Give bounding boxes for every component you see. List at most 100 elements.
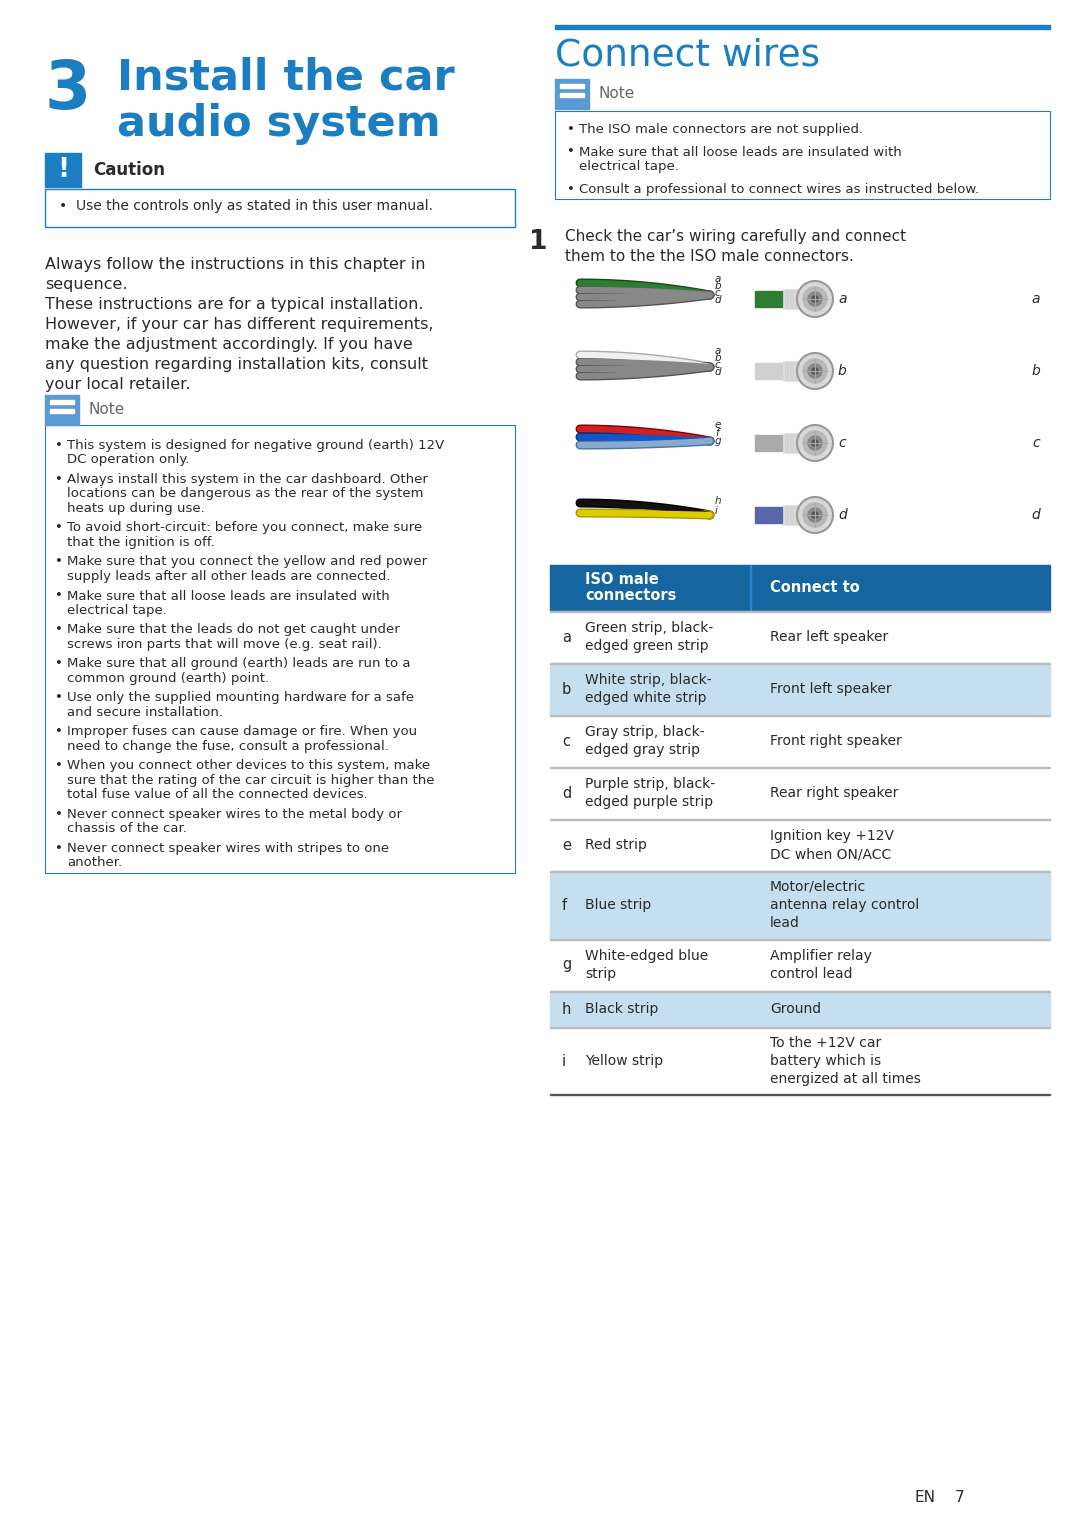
Bar	[550, 870, 1050, 939]
Text: EN: EN	[915, 1490, 936, 1506]
Text: •: •	[55, 623, 63, 637]
Text: •: •	[55, 759, 63, 773]
Text: •: •	[55, 522, 63, 534]
Text: locations can be dangerous as the rear of the system: locations can be dangerous as the rear o…	[67, 487, 423, 501]
Bar	[555, 111, 1050, 199]
Bar	[789, 362, 793, 380]
Text: •: •	[567, 145, 575, 159]
Text: White-edged blue
strip: White-edged blue strip	[585, 948, 708, 982]
Bar	[785, 505, 788, 524]
Text: common ground (earth) point.: common ground (earth) point.	[67, 672, 269, 686]
Text: Connect to: Connect to	[770, 580, 860, 596]
Text: f: f	[562, 898, 567, 913]
Text: Install the car: Install the car	[117, 56, 455, 99]
Text: Amplifier relay
control lead: Amplifier relay control lead	[770, 948, 872, 982]
Text: heats up during use.: heats up during use.	[67, 502, 205, 515]
Bar	[755, 507, 783, 524]
Text: Never connect speaker wires with stripes to one: Never connect speaker wires with stripes…	[67, 841, 389, 855]
Text: Note: Note	[89, 403, 125, 417]
Text: g: g	[715, 437, 721, 446]
Bar	[550, 991, 1050, 1028]
Text: i: i	[562, 1054, 566, 1069]
Bar	[795, 290, 798, 308]
Text: Gray strip, black-
edged gray strip: Gray strip, black- edged gray strip	[585, 725, 704, 757]
Bar	[45, 189, 515, 228]
Text: 7: 7	[955, 1490, 964, 1506]
Bar	[795, 362, 798, 380]
Bar	[555, 79, 589, 108]
Text: Green strip, black-
edged green strip: Green strip, black- edged green strip	[585, 621, 713, 654]
Text: Make sure that the leads do not get caught under: Make sure that the leads do not get caug…	[67, 623, 400, 637]
Text: Check the car’s wiring carefully and connect: Check the car’s wiring carefully and con…	[565, 229, 906, 244]
Text: Consult a professional to connect wires as instructed below.: Consult a professional to connect wires …	[579, 183, 980, 195]
Text: Purple strip, black-
edged purple strip: Purple strip, black- edged purple strip	[585, 777, 715, 809]
Circle shape	[797, 496, 833, 533]
Text: them to the the ISO male connectors.: them to the the ISO male connectors.	[565, 249, 854, 264]
Text: make the adjustment accordingly. If you have: make the adjustment accordingly. If you …	[45, 337, 413, 353]
Bar	[795, 434, 798, 452]
Text: 3: 3	[45, 56, 91, 124]
Circle shape	[797, 425, 833, 461]
Text: sequence.: sequence.	[45, 276, 127, 292]
Text: that the ignition is off.: that the ignition is off.	[67, 536, 215, 550]
Text: another.: another.	[67, 857, 122, 869]
Bar	[755, 292, 783, 307]
Bar	[755, 435, 783, 450]
Text: supply leads after all other leads are connected.: supply leads after all other leads are c…	[67, 570, 391, 583]
Text: Make sure that you connect the yellow and red power: Make sure that you connect the yellow an…	[67, 556, 427, 568]
Text: a: a	[562, 629, 571, 644]
Bar	[50, 400, 75, 405]
Text: c: c	[715, 360, 720, 370]
Text: d: d	[562, 785, 571, 800]
Text: Improper fuses can cause damage or fire. When you: Improper fuses can cause damage or fire.…	[67, 725, 417, 739]
Text: d: d	[715, 366, 721, 377]
Bar	[550, 939, 1050, 991]
Circle shape	[804, 287, 827, 312]
Text: When you connect other devices to this system, make: When you connect other devices to this s…	[67, 759, 430, 773]
Bar	[783, 505, 801, 525]
Text: ISO male: ISO male	[585, 573, 659, 588]
Text: Rear left speaker: Rear left speaker	[770, 631, 888, 644]
Bar	[789, 434, 793, 452]
Text: audio system: audio system	[117, 102, 441, 145]
Text: •: •	[55, 589, 63, 603]
Text: a: a	[1031, 292, 1040, 305]
Text: f: f	[715, 428, 718, 438]
Text: Rear right speaker: Rear right speaker	[770, 786, 899, 800]
Bar	[550, 818, 1050, 870]
Text: electrical tape.: electrical tape.	[67, 605, 167, 617]
Text: need to change the fuse, consult a professional.: need to change the fuse, consult a profe…	[67, 741, 389, 753]
Text: •  Use the controls only as stated in this user manual.: • Use the controls only as stated in thi…	[59, 199, 433, 212]
Text: any question regarding installation kits, consult: any question regarding installation kits…	[45, 357, 428, 373]
Text: d: d	[715, 295, 721, 305]
Text: •: •	[55, 438, 63, 452]
Text: Yellow strip: Yellow strip	[585, 1054, 663, 1067]
Text: •: •	[567, 183, 575, 195]
Bar	[755, 363, 783, 379]
Text: Always install this system in the car dashboard. Other: Always install this system in the car da…	[67, 473, 428, 486]
Text: DC operation only.: DC operation only.	[67, 454, 189, 467]
Bar	[550, 565, 1050, 611]
Bar	[783, 434, 801, 454]
Text: •: •	[55, 841, 63, 855]
Text: 1: 1	[529, 229, 548, 255]
Text: e: e	[562, 837, 571, 852]
Bar	[789, 290, 793, 308]
Bar	[785, 290, 788, 308]
Circle shape	[812, 368, 818, 374]
Bar	[785, 362, 788, 380]
Bar	[50, 409, 75, 412]
Bar	[561, 84, 584, 89]
Text: c: c	[838, 437, 846, 450]
Text: Red strip: Red strip	[585, 838, 647, 852]
Text: •: •	[55, 473, 63, 486]
Text: d: d	[838, 508, 847, 522]
Bar	[550, 663, 1050, 715]
Text: This system is designed for negative ground (earth) 12V: This system is designed for negative gro…	[67, 438, 444, 452]
Text: chassis of the car.: chassis of the car.	[67, 823, 187, 835]
Text: To avoid short-circuit: before you connect, make sure: To avoid short-circuit: before you conne…	[67, 522, 422, 534]
Text: electrical tape.: electrical tape.	[579, 160, 679, 173]
Text: e: e	[715, 420, 721, 431]
Text: screws iron parts that will move (e.g. seat rail).: screws iron parts that will move (e.g. s…	[67, 638, 381, 651]
Bar	[561, 93, 584, 98]
